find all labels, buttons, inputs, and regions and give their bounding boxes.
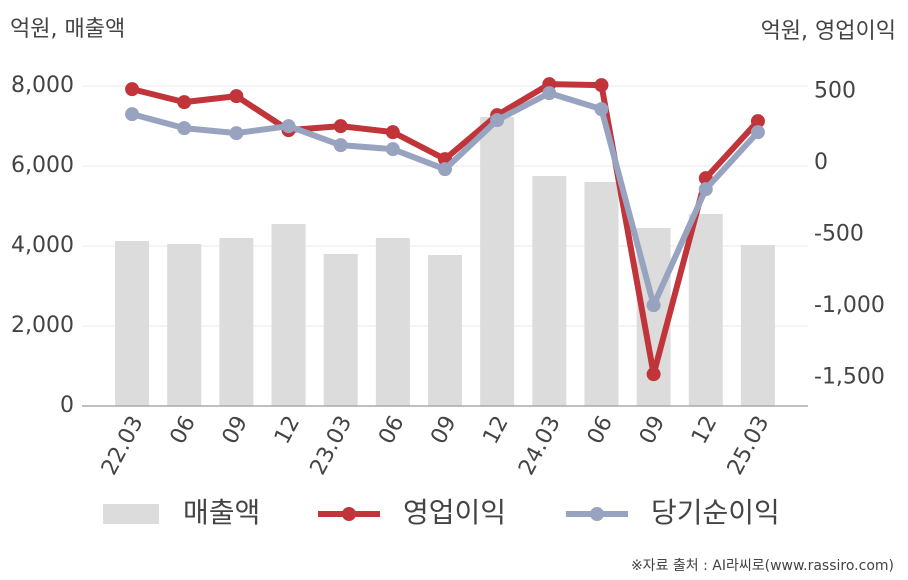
point — [177, 95, 192, 110]
point — [385, 142, 400, 157]
legend-label: 매출액 — [183, 496, 260, 529]
y-tick-label: 6,000 — [11, 153, 74, 178]
bar — [375, 238, 410, 406]
x-tick-label: 12 — [687, 412, 722, 448]
y2-tick-label: 0 — [814, 150, 828, 175]
point — [698, 182, 713, 197]
point — [646, 367, 661, 382]
point — [125, 107, 140, 122]
bar — [480, 117, 515, 406]
x-tick-label: 06 — [166, 412, 201, 448]
x-tick-label: 24.03 — [514, 412, 566, 479]
x-tick-label: 06 — [374, 412, 409, 448]
x-tick-label: 25.03 — [723, 412, 775, 479]
bar — [532, 176, 567, 406]
legend-marker — [590, 507, 604, 521]
bar — [271, 224, 306, 406]
y2-tick-label: -1,500 — [814, 364, 885, 389]
bar — [428, 255, 462, 406]
point — [646, 298, 661, 313]
point — [229, 126, 244, 141]
point — [750, 114, 765, 129]
y-tick-label: 0 — [60, 393, 74, 418]
y-tick-label: 4,000 — [11, 233, 74, 258]
bar — [740, 245, 775, 406]
x-tick-label: 09 — [635, 412, 670, 448]
legend-swatch — [103, 504, 159, 524]
bar — [688, 214, 723, 406]
y-tick-label: 2,000 — [11, 313, 74, 338]
x-tick-label: 23.03 — [306, 412, 358, 479]
point — [333, 119, 348, 134]
point — [490, 113, 505, 128]
bar — [323, 254, 358, 406]
y2-tick-label: 500 — [814, 79, 856, 104]
point — [594, 78, 609, 93]
x-tick-label: 12 — [479, 412, 514, 448]
source: ※자료 출처 : AI라씨로(www.rassiro.com) — [631, 558, 894, 574]
point — [594, 102, 609, 117]
point — [229, 89, 244, 104]
x-tick-label: 22.03 — [97, 412, 149, 479]
point — [281, 119, 296, 134]
legend-marker — [342, 507, 356, 521]
y-tick-label: 8,000 — [11, 73, 74, 98]
point — [438, 162, 452, 177]
y2-axis-title: 억원, 영업이익 — [761, 19, 896, 44]
x-tick-label: 06 — [583, 412, 618, 448]
y2-tick-label: -1,000 — [814, 293, 885, 318]
point — [385, 125, 400, 140]
x-tick-label: 09 — [426, 412, 461, 448]
point — [125, 82, 140, 97]
point — [177, 121, 192, 136]
bar — [167, 244, 202, 406]
point — [542, 86, 557, 101]
bar — [115, 241, 150, 406]
point — [333, 138, 348, 153]
point — [750, 125, 765, 140]
y2-tick-label: -500 — [814, 222, 864, 247]
legend-label: 당기순이익 — [651, 496, 780, 529]
y-axis-title: 억원, 매출액 — [10, 17, 125, 42]
bar — [584, 182, 619, 406]
x-tick-label: 12 — [270, 412, 305, 448]
x-tick-label: 09 — [218, 412, 253, 448]
bar — [219, 238, 254, 406]
legend-label: 영업이익 — [403, 496, 506, 529]
